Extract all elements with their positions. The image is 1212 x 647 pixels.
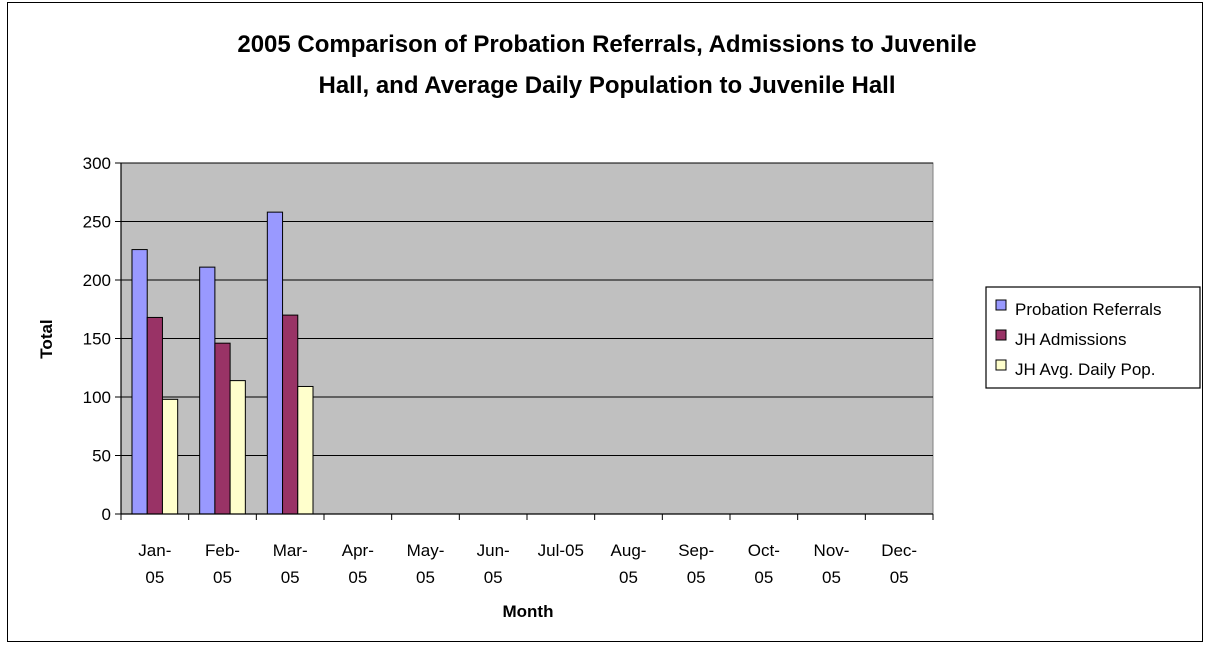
bar: [214, 342, 231, 515]
legend-box: [985, 286, 1201, 389]
legend-swatch: [995, 359, 1007, 371]
bar: [146, 316, 163, 515]
y-tick-label: 50: [92, 447, 111, 466]
legend-label: Probation Referrals: [1015, 300, 1161, 319]
y-tick-label: 200: [83, 271, 111, 290]
x-tick-label: Apr-: [342, 541, 374, 560]
legend-swatch: [995, 299, 1007, 311]
x-tick-label: Dec-: [881, 541, 917, 560]
bar: [266, 211, 284, 515]
bar: [161, 398, 179, 515]
y-tick-label: 0: [102, 505, 111, 524]
x-tick-label: 05: [687, 568, 706, 587]
axes: [115, 162, 934, 520]
bar: [282, 314, 299, 515]
x-axis-title: Month: [503, 602, 554, 621]
legend-label: JH Avg. Daily Pop.: [1015, 360, 1155, 379]
bar: [229, 380, 246, 515]
y-tick-label: 100: [83, 388, 111, 407]
x-tick-label: 05: [213, 568, 232, 587]
x-tick-label: Jan-: [138, 541, 171, 560]
x-tick-label: Jun-: [477, 541, 510, 560]
x-tick-label: 05: [890, 568, 909, 587]
x-tick-label: May-: [407, 541, 445, 560]
x-tick-label: Jul-05: [538, 541, 584, 560]
x-tick-label: 05: [619, 568, 638, 587]
x-tick-label: Feb-: [205, 541, 240, 560]
x-tick-label: 05: [416, 568, 435, 587]
x-tick-label: 05: [484, 568, 503, 587]
gridlines: [121, 162, 933, 456]
x-tick-label: Oct-: [748, 541, 780, 560]
x-tick-label: 05: [348, 568, 367, 587]
bar: [297, 385, 314, 515]
bar: [199, 266, 216, 515]
y-axis-title: Total: [37, 319, 56, 358]
x-tick-label: Nov-: [814, 541, 850, 560]
bars: [131, 211, 314, 515]
chart-title-line-1: 2005 Comparison of Probation Referrals, …: [237, 31, 976, 58]
x-tick-label: Mar-: [273, 541, 308, 560]
y-tick-label: 250: [83, 213, 111, 232]
legend: Probation Referrals JH Admissions JH Avg. …: [985, 286, 1201, 389]
x-tick-label: 05: [145, 568, 164, 587]
x-tick-label: Aug-: [611, 541, 647, 560]
chart-title-line-2: Hall, and Average Daily Population to Ju…: [318, 72, 895, 99]
legend-swatch: [995, 329, 1007, 341]
x-tick-label: 05: [822, 568, 841, 587]
y-tick-label: 150: [83, 330, 111, 349]
y-tick-label: 300: [83, 154, 111, 173]
x-tick-label: Sep-: [678, 541, 714, 560]
legend-label: JH Admissions: [1015, 330, 1126, 349]
x-tick-label: 05: [754, 568, 773, 587]
y-tick-labels: 0 50 100 150 200 250 300: [83, 154, 111, 524]
x-tick-label: 05: [281, 568, 300, 587]
bar: [131, 249, 148, 515]
x-tick-labels: Jan- 05 Feb- 05 Mar- 05 Apr- 05 May- 05 Jun- 05 Jul-…: [138, 541, 917, 587]
